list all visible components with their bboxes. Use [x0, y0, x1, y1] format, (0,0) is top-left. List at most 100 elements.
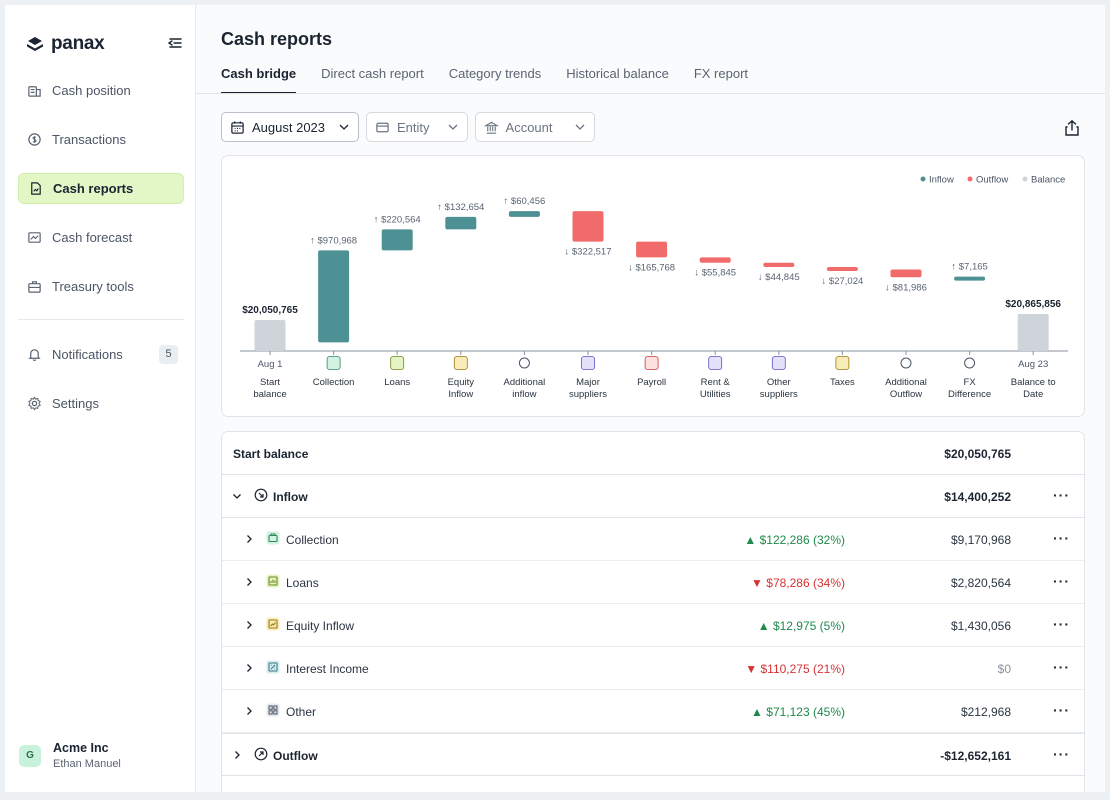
- category-label-start-balance: Start: [260, 377, 280, 388]
- sidebar-item-cash-position[interactable]: Cash position: [18, 75, 184, 106]
- data-label-rent-utilities: ↓ $55,845: [694, 268, 736, 279]
- table-row[interactable]: Other ▲ $71,123 (45%) $212,968 ···: [222, 690, 1084, 733]
- logo[interactable]: panax: [25, 33, 105, 55]
- category-label-additional-outflow: Additional: [885, 377, 927, 388]
- category-label-major-suppliers: Major: [576, 377, 600, 388]
- change-text: $12,975 (5%): [772, 619, 845, 633]
- bar-start-balance: [254, 320, 286, 351]
- tab-cash-bridge[interactable]: Cash bridge: [221, 66, 297, 94]
- bar-equity-inflow: [445, 216, 477, 230]
- wallet-icon: [376, 122, 389, 132]
- more-options-icon[interactable]: ···: [1053, 702, 1070, 718]
- data-label-additional-outflow: ↓ $81,986: [885, 282, 927, 293]
- category-label-additional-outflow: Outflow: [890, 389, 922, 400]
- chevron-right-icon[interactable]: [244, 706, 254, 716]
- table-row[interactable]: Collection ▲ $122,286 (32%) $9,170,968 ·…: [222, 518, 1084, 561]
- chevron-right-icon[interactable]: [244, 534, 254, 544]
- sidebar-item-cash-forecast[interactable]: Cash forecast: [18, 222, 184, 253]
- sidebar-item-notifications[interactable]: Notifications 5: [18, 339, 184, 370]
- sidebar-item-cash-reports[interactable]: Cash reports: [18, 173, 184, 204]
- outflow-icon: [254, 747, 268, 761]
- data-label-major-suppliers: ↓ $322,517: [564, 247, 611, 258]
- company-name: Acme Inc: [53, 741, 109, 755]
- more-options-icon[interactable]: ···: [1053, 659, 1070, 675]
- more-options-icon[interactable]: ···: [1053, 746, 1070, 762]
- sidebar-item-treasury-tools[interactable]: Treasury tools: [18, 271, 184, 302]
- bar-other-suppliers: [763, 262, 795, 267]
- row-amount: $14,400,252: [944, 490, 1011, 504]
- notification-count-badge: 5: [159, 345, 178, 364]
- category-label-equity-inflow: Equity: [448, 377, 475, 388]
- data-label-taxes: ↓ $27,024: [822, 276, 864, 287]
- category-label-loans: Loans: [384, 377, 410, 388]
- start-balance-row: Start balance $20,050,765: [222, 432, 1084, 475]
- change-text: $122,286 (32%): [759, 533, 845, 547]
- data-label-start-balance: $20,050,765: [242, 305, 298, 316]
- data-label-additional-inflow: ↑ $60,456: [504, 196, 546, 207]
- more-options-icon[interactable]: ···: [1053, 573, 1070, 589]
- equity-icon: [453, 356, 468, 370]
- chevron-right-icon[interactable]: [244, 577, 254, 587]
- sidebar-item-label: Treasury tools: [52, 279, 134, 294]
- bar-major-suppliers: [572, 211, 604, 242]
- cash-bridge-table: Start balance $20,050,765 Inflow $14,400…: [221, 431, 1085, 792]
- more-options-icon[interactable]: ···: [1053, 530, 1070, 546]
- cash-reports-icon: [31, 182, 41, 195]
- app-name: panax: [51, 33, 105, 54]
- bar-rent-utilities: [699, 257, 731, 263]
- entity-placeholder: Entity: [397, 119, 430, 135]
- change-text: $110,275 (21%): [760, 662, 845, 676]
- chevron-down-icon: [339, 124, 349, 130]
- change-text: $78,286 (34%): [766, 576, 845, 590]
- more-options-icon[interactable]: ···: [1053, 616, 1070, 632]
- more-options-icon[interactable]: ···: [1053, 487, 1070, 503]
- category-label-rent-utilities: Rent &: [701, 377, 731, 388]
- table-row[interactable]: Equity Inflow ▲ $12,975 (5%) $1,430,056 …: [222, 604, 1084, 647]
- legend-label-outflow: Outflow: [976, 175, 1008, 186]
- chevron-right-icon[interactable]: [244, 620, 254, 630]
- account-placeholder: Account: [505, 119, 553, 135]
- bar-fx-difference: [954, 276, 986, 281]
- chevron-right-icon[interactable]: [244, 663, 254, 673]
- row-amount: $212,968: [960, 705, 1011, 719]
- legend-marker-balance: [1022, 176, 1028, 182]
- share-icon[interactable]: [1063, 119, 1081, 137]
- change-value: ▼ $78,286 (34%): [751, 576, 845, 590]
- sidebar-item-transactions[interactable]: Transactions: [18, 124, 184, 155]
- tab-historical-balance[interactable]: Historical balance: [566, 66, 669, 81]
- additional-inflow-icon: [518, 357, 530, 369]
- legend-label-inflow: Inflow: [929, 175, 954, 186]
- user-profile[interactable]: G Acme Inc Ethan Manuel: [19, 741, 121, 770]
- data-label-equity-inflow: ↑ $132,654: [437, 202, 484, 213]
- category-label-balance-to-date: Date: [1023, 389, 1043, 400]
- sidebar-item-label: Settings: [52, 396, 99, 411]
- outflow-group-row[interactable]: Outflow -$12,652,161 ···: [222, 733, 1084, 776]
- report-tabs: Cash bridge Direct cash report Category …: [221, 66, 748, 94]
- chevron-down-icon[interactable]: [232, 491, 242, 501]
- sidebar-item-label: Cash forecast: [52, 230, 133, 245]
- category-label-major-suppliers: suppliers: [569, 389, 607, 400]
- category-label-payroll: Payroll: [637, 377, 666, 388]
- inflow-group-row[interactable]: Inflow $14,400,252 ···: [222, 475, 1084, 518]
- additional-outflow-icon: [900, 357, 912, 369]
- inflow-icon: [254, 488, 268, 502]
- data-label-balance-to-date: $20,865,856: [1005, 299, 1061, 310]
- account-select[interactable]: Account: [474, 112, 595, 142]
- gear-icon: [28, 396, 41, 411]
- tab-fx-report[interactable]: FX report: [693, 66, 749, 81]
- row-label: Interest Income: [286, 662, 369, 676]
- period-select[interactable]: August 2023: [221, 112, 360, 142]
- collapse-sidebar-icon[interactable]: [167, 35, 183, 51]
- tab-category-trends[interactable]: Category trends: [448, 66, 542, 81]
- category-label-balance-to-date: Balance to: [1011, 377, 1056, 388]
- other-suppliers-icon: [771, 356, 786, 370]
- sidebar-item-label: Transactions: [52, 132, 126, 147]
- tab-direct-cash-report[interactable]: Direct cash report: [321, 66, 424, 81]
- table-row[interactable]: Interest Income ▼ $110,275 (21%) $0 ···: [222, 647, 1084, 690]
- interest-income-icon: [266, 660, 280, 674]
- chevron-right-icon[interactable]: [232, 750, 242, 760]
- sidebar-item-settings[interactable]: Settings: [18, 388, 184, 419]
- table-row[interactable]: Loans ▼ $78,286 (34%) $2,820,564 ···: [222, 561, 1084, 604]
- row-label: Outflow: [273, 749, 318, 763]
- entity-select[interactable]: Entity: [366, 112, 468, 142]
